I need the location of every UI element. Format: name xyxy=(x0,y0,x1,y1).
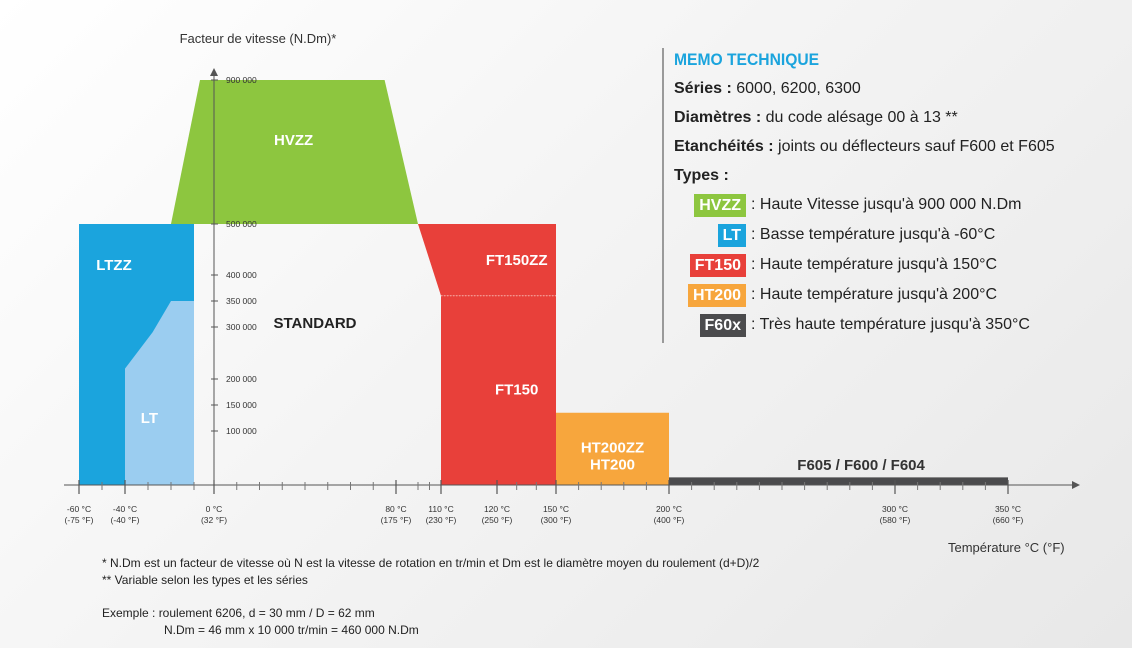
y-tick-label: 900 000 xyxy=(226,75,257,85)
x-tick-label: 300 °C xyxy=(882,504,908,514)
zone-label-line: HT200 xyxy=(590,457,635,474)
memo-types-title: Types : xyxy=(674,167,729,184)
x-tick-sublabel: (400 °F) xyxy=(654,515,685,525)
y-tick-label: 500 000 xyxy=(226,219,257,229)
type-badge-lt: LT xyxy=(717,223,746,247)
memo-series-line: Séries : 6000, 6200, 6300 xyxy=(674,80,1132,98)
type-row-lt: LT : Basse température jusqu'à -60°C xyxy=(674,223,1132,247)
zone-hvzz xyxy=(171,80,418,224)
memo-types-list: HVZZ : Haute Vitesse jusqu'à 900 000 N.Dm… xyxy=(674,193,1132,337)
type-badge-f60x: F60x xyxy=(699,313,746,337)
footnote-variable: ** Variable selon les types et les série… xyxy=(102,573,308,587)
x-tick-label: -60 °C xyxy=(67,504,91,514)
type-badge-wrap: LT xyxy=(674,223,746,247)
footnote-speed-factor: * N.Dm est un facteur de vitesse où N es… xyxy=(102,556,760,570)
zone-label-ltzz: LTZZ xyxy=(96,257,132,274)
type-desc-f60x: : Très haute température jusqu'à 350°C xyxy=(751,316,1030,333)
memo-sealing-value: joints ou déflecteurs sauf F600 et F605 xyxy=(773,138,1055,155)
y-tick-label: 300 000 xyxy=(226,322,257,332)
zone-label-line: HT200ZZ xyxy=(581,440,644,457)
annotation-standard: STANDARD xyxy=(273,315,356,332)
type-desc-ht200: : Haute température jusqu'à 200°C xyxy=(751,286,998,303)
x-tick-sublabel: (300 °F) xyxy=(541,515,572,525)
zone-label-f605-f600-f604: F605 / F600 / F604 xyxy=(797,457,925,474)
y-axis-title: Facteur de vitesse (N.Dm)* xyxy=(180,31,337,46)
zone-ft150 xyxy=(441,295,556,485)
y-axis-arrow xyxy=(210,68,218,76)
axes-layer: Facteur de vitesse (N.Dm)* 100 000 150 000… xyxy=(64,31,1080,525)
type-badge-wrap: HVZZ xyxy=(674,193,746,217)
memo-technique-panel: MEMO TECHNIQUE Séries : 6000, 6200, 6300… xyxy=(662,48,1132,343)
zone-label-ht200zz-ht200: HT200ZZ HT200 xyxy=(581,440,644,474)
type-desc-lt: : Basse température jusqu'à -60°C xyxy=(751,226,996,243)
memo-series-label: Séries : xyxy=(674,80,732,97)
example-line-2: N.Dm = 46 mm x 10 000 tr/min = 460 000 N… xyxy=(164,623,419,637)
footnotes: * N.Dm est un facteur de vitesse où N es… xyxy=(102,555,759,639)
zone-label-ft150zz: FT150ZZ xyxy=(486,252,548,269)
x-tick-sublabel: (32 °F) xyxy=(201,515,227,525)
memo-title: MEMO TECHNIQUE xyxy=(674,50,820,69)
example-line-1: Exemple : roulement 6206, d = 30 mm / D … xyxy=(102,606,375,620)
zone-ht200zz-ht200 xyxy=(556,412,669,485)
zone-f605-f600-f604 xyxy=(669,477,1008,485)
type-row-ht200: HT200 : Haute température jusqu'à 200°C xyxy=(674,283,1132,307)
x-tick-sublabel: (175 °F) xyxy=(381,515,412,525)
type-desc-ft150: : Haute température jusqu'à 150°C xyxy=(751,256,998,273)
memo-diameter-value: du code alésage 00 à 13 ** xyxy=(761,109,958,126)
memo-series-value: 6000, 6200, 6300 xyxy=(731,80,861,97)
zone-ft150zz xyxy=(418,224,556,296)
zone-lt xyxy=(125,301,194,485)
memo-diameter-line: Diamètres : du code alésage 00 à 13 ** xyxy=(674,109,1132,127)
x-axis-title: Température °C (°F) xyxy=(948,540,1065,555)
y-tick-label: 400 000 xyxy=(226,270,257,280)
x-tick-label: 80 °C xyxy=(385,504,406,514)
type-badge-ht200: HT200 xyxy=(687,283,746,307)
type-row-ft150: FT150 : Haute température jusqu'à 150°C xyxy=(674,253,1132,277)
x-tick-sublabel: (660 °F) xyxy=(993,515,1024,525)
zone-label-ft150: FT150 xyxy=(495,382,538,399)
x-tick-label: -40 °C xyxy=(113,504,137,514)
type-badge-wrap: FT150 xyxy=(674,253,746,277)
x-tick-sublabel: (250 °F) xyxy=(482,515,513,525)
type-row-f60x: F60x : Très haute température jusqu'à 350… xyxy=(674,313,1132,337)
x-tick-sublabel: (-40 °F) xyxy=(111,515,140,525)
x-tick-label: 110 °C xyxy=(428,504,453,514)
type-desc-hvzz: : Haute Vitesse jusqu'à 900 000 N.Dm xyxy=(751,196,1022,213)
x-tick-label: 350 °C xyxy=(995,504,1021,514)
y-tick-label: 150 000 xyxy=(226,400,257,410)
y-tick-label: 100 000 xyxy=(226,426,257,436)
x-tick-sublabel: (580 °F) xyxy=(880,515,911,525)
type-badge-wrap: HT200 xyxy=(674,283,746,307)
y-tick-label: 200 000 xyxy=(226,374,257,384)
x-tick-label: 120 °C xyxy=(484,504,510,514)
x-tick-label: 200 °C xyxy=(656,504,682,514)
type-badge-wrap: F60x xyxy=(674,313,746,337)
type-row-hvzz: HVZZ : Haute Vitesse jusqu'à 900 000 N.Dm xyxy=(674,193,1132,217)
x-tick-label: 150 °C xyxy=(543,504,569,514)
x-tick-sublabel: (230 °F) xyxy=(426,515,457,525)
x-tick-sublabel: (-75 °F) xyxy=(65,515,94,525)
type-badge-ft150: FT150 xyxy=(689,253,746,277)
zones-layer xyxy=(79,80,1008,485)
memo-sealing-label: Etanchéités : xyxy=(674,138,774,155)
x-axis-arrow xyxy=(1072,481,1080,489)
zone-label-hvzz: HVZZ xyxy=(274,132,313,149)
y-tick-label: 350 000 xyxy=(226,296,257,306)
memo-diameter-label: Diamètres : xyxy=(674,109,762,126)
type-badge-hvzz: HVZZ xyxy=(694,193,746,217)
zone-label-lt: LT xyxy=(141,410,158,427)
x-tick-label: 0 °C xyxy=(206,504,223,514)
memo-sealing-line: Etanchéités : joints ou déflecteurs sauf… xyxy=(674,138,1132,156)
